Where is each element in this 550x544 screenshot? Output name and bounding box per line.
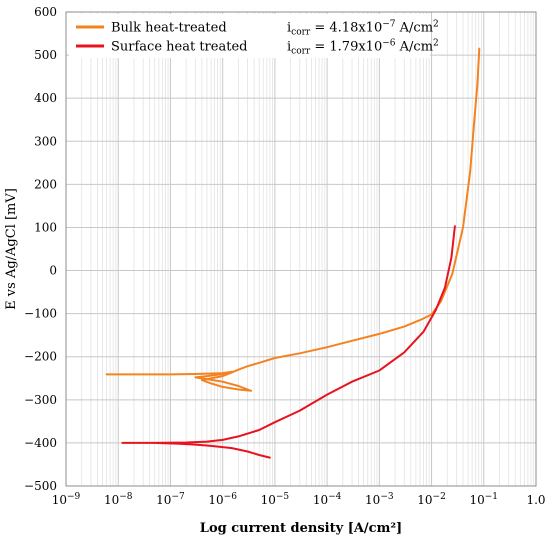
y-tick-label: −100 [24, 307, 57, 321]
y-tick-label: 0 [49, 264, 57, 278]
y-tick-label: −200 [24, 350, 57, 364]
x-tick-label: 10−6 [208, 492, 237, 507]
y-tick-label: −500 [24, 479, 57, 493]
y-tick-label: 400 [34, 91, 57, 105]
x-tick-label: 10−7 [156, 492, 185, 507]
x-tick-labels: 10−9 10−8 10−7 10−6 10−5 10−4 10−3 10−2 10−1 1.0 [52, 492, 546, 507]
x-tick-label: 10−1 [469, 492, 498, 507]
y-tick-label: 600 [34, 5, 57, 19]
x-tick-label: 10−8 [104, 492, 133, 507]
x-tick-label: 1.0 [526, 493, 545, 507]
legend: Bulk heat-treated icorr = 4.18x10−7 A/cm2… [69, 14, 439, 58]
y-tick-label: 100 [34, 220, 57, 234]
y-tick-label: 500 [34, 48, 57, 62]
legend-background [69, 14, 430, 58]
legend-entry-2: Surface heat treated [111, 40, 247, 55]
minor-gridlines [81, 12, 535, 486]
y-axis-label: E vs Ag/AgCl [mV] [4, 188, 19, 310]
y-tick-labels: 600 500 400 300 200 100 0 −100 −200 −300 −400 −500 [24, 5, 57, 493]
x-tick-label: 10−2 [417, 492, 446, 507]
y-tick-label: −300 [24, 393, 57, 407]
legend-icorr-2: icorr = 1.79x10−6 A/cm2 [287, 39, 439, 57]
series-line-2 [121, 225, 456, 459]
major-gridlines [65, 11, 537, 487]
x-tick-label: 10−9 [52, 492, 81, 507]
x-tick-label: 10−3 [365, 492, 394, 507]
y-tick-label: 200 [34, 177, 57, 191]
x-tick-label: 10−4 [313, 492, 342, 507]
y-tick-label: 300 [34, 134, 57, 148]
legend-icorr-1: icorr = 4.18x10−7 A/cm2 [287, 20, 439, 38]
x-axis-label: Log current density [A/cm²] [200, 521, 402, 536]
x-tick-label: 10−5 [261, 492, 290, 507]
series-layer [105, 47, 481, 459]
plot-frame [65, 11, 537, 487]
y-tick-label: −400 [24, 436, 57, 450]
legend-entry-1: Bulk heat-treated [111, 21, 227, 36]
